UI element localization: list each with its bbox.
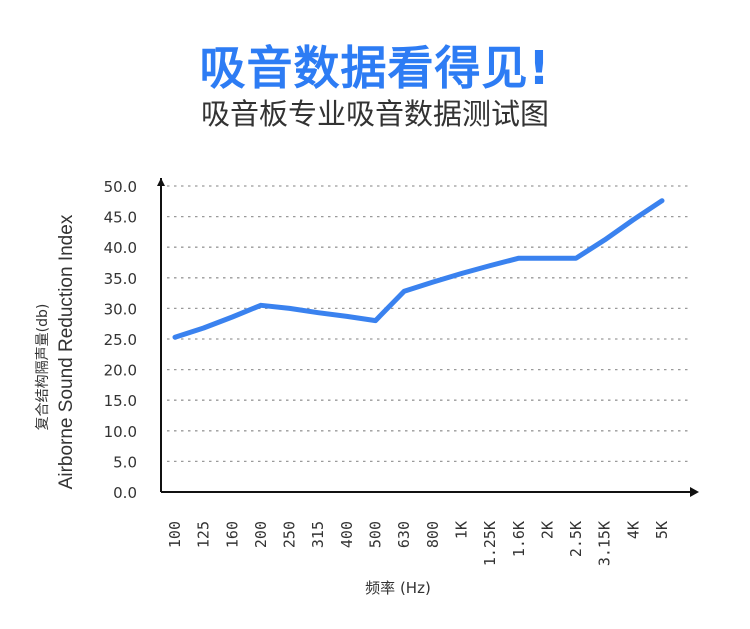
x-tick-label: 400 [338,521,356,548]
x-tick-label: 2.5K [567,521,585,557]
x-axis-label: 频率 (Hz) [365,579,431,597]
y-tick-label: 0.0 [113,484,137,502]
axes [157,178,699,497]
page-title: 吸音数据看得见! [199,41,551,95]
x-tick-label: 2K [538,521,556,539]
y-axis-label-english: Airborne Sound Reduction Index [56,214,77,489]
y-tick-label: 45.0 [104,209,137,227]
y-tick-labels: 0.0 5.0 10.0 15.0 20.0 25.0 30.0 35.0 40.0 45.0 50… [104,178,137,502]
y-tick-label: 20.0 [104,362,137,380]
x-tick-labels: 100 125 160 200 250 315 400 500 630 800 1K 1.25K 1.6… [166,521,671,566]
x-tick-label: 200 [252,521,270,548]
x-tick-label: 125 [195,521,213,548]
grid-lines [167,185,688,463]
x-tick-label: 100 [166,521,184,548]
x-tick-label: 1.25K [481,521,499,566]
x-tick-label: 315 [309,521,327,548]
x-tick-label: 1.6K [510,521,528,557]
y-tick-label: 10.0 [104,423,137,441]
y-tick-label: 5.0 [113,453,137,471]
x-tick-label: 250 [281,521,299,548]
x-tick-label: 630 [395,521,413,548]
x-tick-label: 4K [624,521,642,539]
y-tick-label: 30.0 [104,300,137,318]
y-tick-label: 35.0 [104,270,137,288]
x-tick-label: 800 [424,521,442,548]
x-tick-label: 5K [653,521,671,539]
y-tick-label: 15.0 [104,392,137,410]
series-line [172,198,665,340]
y-axis-label-chinese: 复合结构隔声量(db) [34,304,51,431]
series-layer [172,198,665,340]
y-tick-label: 50.0 [104,178,137,196]
y-tick-label: 25.0 [104,331,137,349]
x-tick-label: 160 [223,521,241,548]
page-subtitle: 吸音板专业吸音数据测试图 [200,97,549,131]
x-tick-label: 3.15K [596,521,614,566]
y-tick-label: 40.0 [104,239,137,257]
x-axis-arrow [690,487,699,497]
x-tick-label: 500 [367,521,385,548]
x-tick-label: 1K [452,521,470,539]
